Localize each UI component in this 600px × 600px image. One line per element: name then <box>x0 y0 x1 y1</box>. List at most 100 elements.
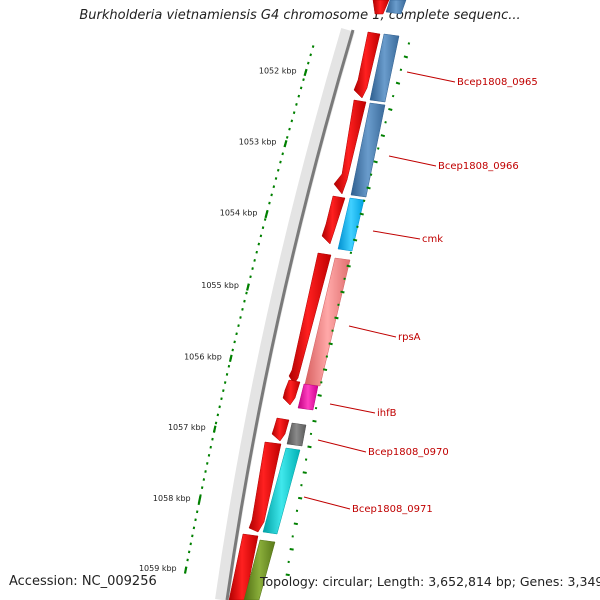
tick-dot <box>253 258 256 262</box>
tick-dot <box>290 119 294 123</box>
inner-tick <box>289 548 294 551</box>
inner-tick <box>328 342 333 346</box>
tick-dot <box>272 185 276 189</box>
tick-dot <box>297 94 301 98</box>
gene-forward-6 <box>282 379 301 406</box>
tick-dot <box>281 152 284 156</box>
feature-track <box>243 0 407 600</box>
tick-dot <box>222 389 225 393</box>
tick-dot <box>216 413 220 417</box>
tick-dot <box>285 135 289 139</box>
tick-dot <box>225 373 229 376</box>
inner-tick <box>352 238 358 242</box>
gene-label-leader <box>406 71 456 83</box>
kbp-tick-mark <box>183 566 188 574</box>
tick-dot <box>220 397 223 401</box>
tick-dot <box>211 437 214 441</box>
forward-strand-track <box>228 0 390 600</box>
tick-dot <box>207 453 211 457</box>
gene-bcep1808-0966 <box>350 102 386 198</box>
tick-dot <box>259 234 263 238</box>
inner-tick <box>399 68 403 72</box>
kbp-tick-label: 1057 kbp <box>168 423 206 432</box>
tick-dot <box>249 275 252 279</box>
tick-dot <box>209 445 212 449</box>
tick-dot <box>239 316 242 319</box>
inner-tick <box>346 264 351 268</box>
gene-forward-1 <box>372 0 390 15</box>
accession-text: Accession: NC_009256 <box>9 574 157 589</box>
gene-bcep1808-0970 <box>286 422 307 447</box>
backbone-band <box>215 28 355 600</box>
gene-forward-3 <box>333 99 367 195</box>
backbone <box>225 29 355 600</box>
kbp-tick-label: 1058 kbp <box>153 494 191 503</box>
inner-tick <box>307 445 312 449</box>
tick-dot <box>251 267 254 270</box>
kbp-tick-label: 1054 kbp <box>220 209 258 218</box>
kbp-tick-mark <box>228 354 233 362</box>
inner-tick <box>285 573 290 577</box>
map-title: Burkholderia vietnamiensis G4 chromosome… <box>79 8 521 23</box>
inner-tick <box>403 55 409 59</box>
tick-dot <box>245 291 248 295</box>
tick-dot <box>223 381 227 384</box>
inner-tick <box>298 496 303 500</box>
kbp-tick-label: 1053 kbp <box>239 138 277 147</box>
gene-label-leader <box>303 496 351 510</box>
gene-ihfB <box>297 383 319 411</box>
inner-tick <box>366 186 371 190</box>
tick-dot <box>279 160 282 164</box>
gene-bcep1808-0965-top <box>385 0 407 15</box>
inner-tick <box>312 419 317 423</box>
tick-dot <box>235 332 238 336</box>
kbp-tick-mark <box>246 283 250 291</box>
kbp-tick-label: 1055 kbp <box>201 281 239 290</box>
inner-tick <box>302 471 307 474</box>
gene-forward-4 <box>321 195 346 245</box>
tick-dot <box>218 405 221 409</box>
gene-forward-9 <box>228 533 259 600</box>
tick-dot <box>237 324 240 328</box>
gene-label-leader <box>348 325 397 338</box>
kbp-tick-mark <box>264 210 269 219</box>
gene-olive <box>243 539 276 600</box>
inner-tick <box>359 212 364 216</box>
inner-tick <box>340 290 345 294</box>
inner-tick <box>369 173 373 176</box>
tick-dot <box>311 45 315 48</box>
tick-dot <box>241 307 244 311</box>
gene-bcep1808-0971 <box>262 447 301 535</box>
kbp-tick-label: 1052 kbp <box>259 66 297 75</box>
inner-tick <box>380 134 386 138</box>
inner-tick <box>391 94 395 98</box>
kbp-tick-label: 1059 kbp <box>139 564 177 573</box>
tick-dot <box>292 111 296 115</box>
inner-tick <box>395 81 401 85</box>
gene-label: cmk <box>422 234 443 245</box>
gene-label: rpsA <box>398 332 421 343</box>
tick-dot <box>288 127 291 131</box>
tick-dot <box>306 61 310 65</box>
gene-forward-8 <box>248 441 282 533</box>
tick-dot <box>243 299 246 303</box>
inner-tick <box>377 147 380 150</box>
tick-dot <box>263 218 267 221</box>
gene-label-leader <box>372 230 421 240</box>
kbp-tick-mark <box>303 68 308 77</box>
tick-dot <box>206 462 209 465</box>
inner-tick <box>317 394 322 397</box>
inner-tick <box>322 368 328 372</box>
inner-tick-track <box>285 42 411 577</box>
tick-dot <box>231 348 234 352</box>
gene-label-leader <box>329 403 376 414</box>
gene-forward-2 <box>353 31 381 99</box>
tick-dot <box>270 193 273 197</box>
gene-label: Bcep1808_0966 <box>438 161 519 172</box>
tick-dot <box>274 177 278 180</box>
genome-summary-text: Topology: circular; Length: 3,652,814 bp… <box>260 574 600 589</box>
tick-dot <box>261 226 265 230</box>
tick-dot <box>295 102 298 106</box>
